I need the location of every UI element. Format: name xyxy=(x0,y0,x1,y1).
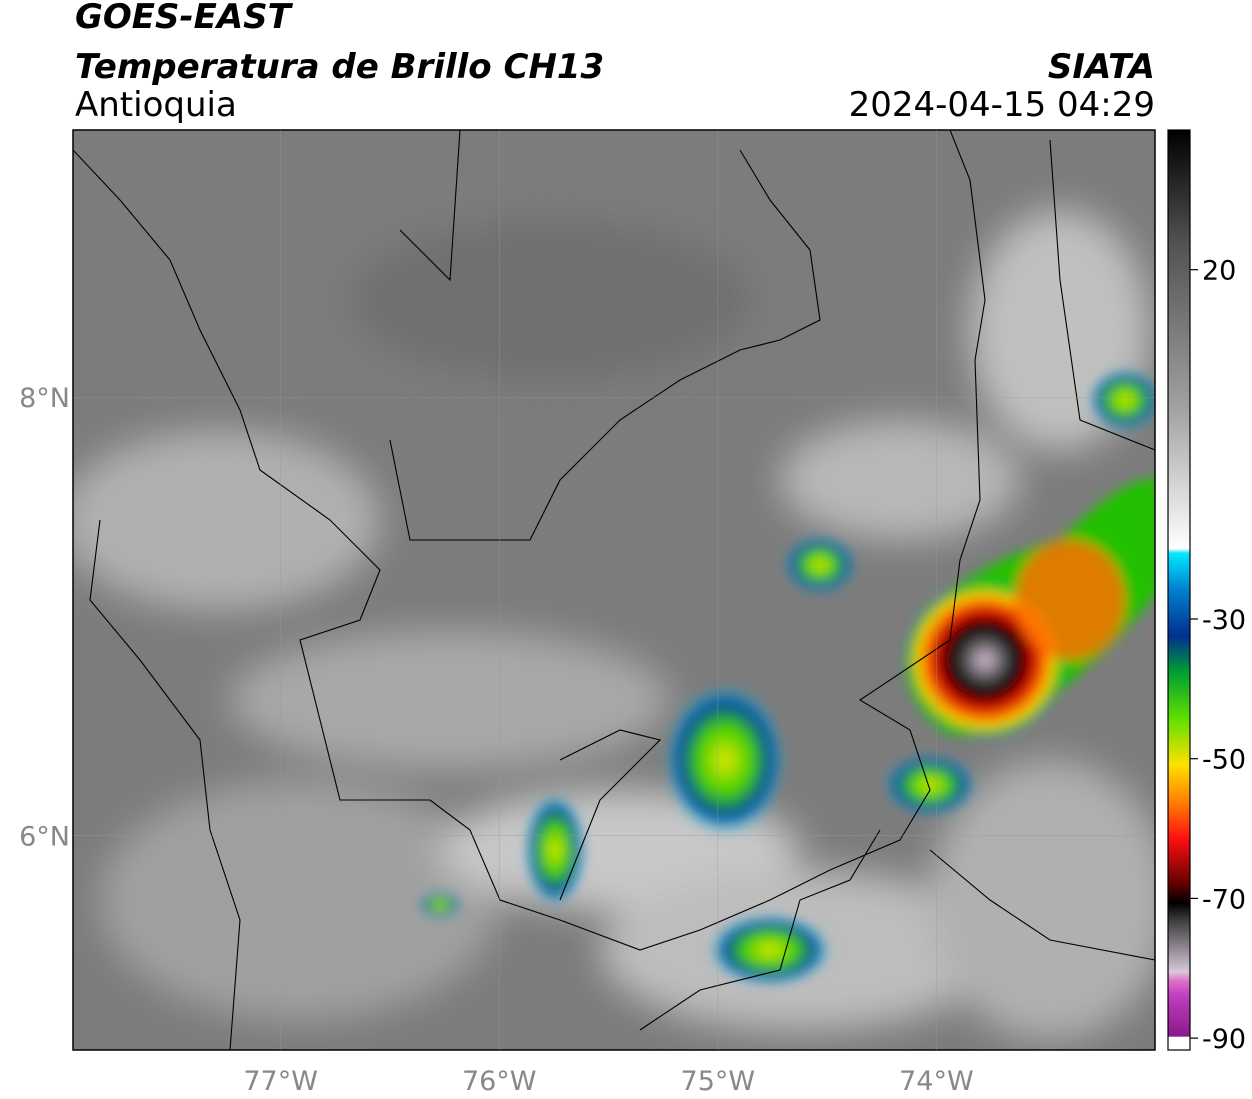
colorbar-tick-label: -30 xyxy=(1202,605,1246,636)
lon-tick-label: 75°W xyxy=(681,1066,756,1097)
source: SIATA xyxy=(1048,47,1155,87)
border xyxy=(639,829,881,1031)
border xyxy=(929,849,1155,961)
lon-tick-label: 76°W xyxy=(462,1066,537,1097)
colorbar-tick-label: -90 xyxy=(1202,1024,1246,1055)
border xyxy=(389,149,821,541)
lat-tick-label: 8°N xyxy=(19,383,70,414)
lon-tick-label: 77°W xyxy=(243,1066,318,1097)
subtitle: Temperatura de Brillo CH13 xyxy=(75,47,604,87)
lat-tick-label: 6°N xyxy=(19,821,70,852)
map-image xyxy=(73,130,1155,1050)
lon-tick-label: 74°W xyxy=(899,1066,974,1097)
colorbar xyxy=(1167,129,1191,1051)
border xyxy=(73,130,986,951)
colorbar-tick-label: 20 xyxy=(1202,256,1236,287)
datetime: 2024-04-15 04:29 xyxy=(849,85,1155,125)
border xyxy=(89,519,241,1050)
title: GOES-EAST xyxy=(75,0,294,37)
border xyxy=(559,729,662,901)
border xyxy=(399,130,461,282)
border xyxy=(1049,139,1155,451)
colorbar-tick-label: -70 xyxy=(1202,884,1246,915)
colorbar-tick-label: -50 xyxy=(1202,745,1246,776)
map-frame xyxy=(72,129,1156,1051)
region: Antioquia xyxy=(75,85,237,125)
